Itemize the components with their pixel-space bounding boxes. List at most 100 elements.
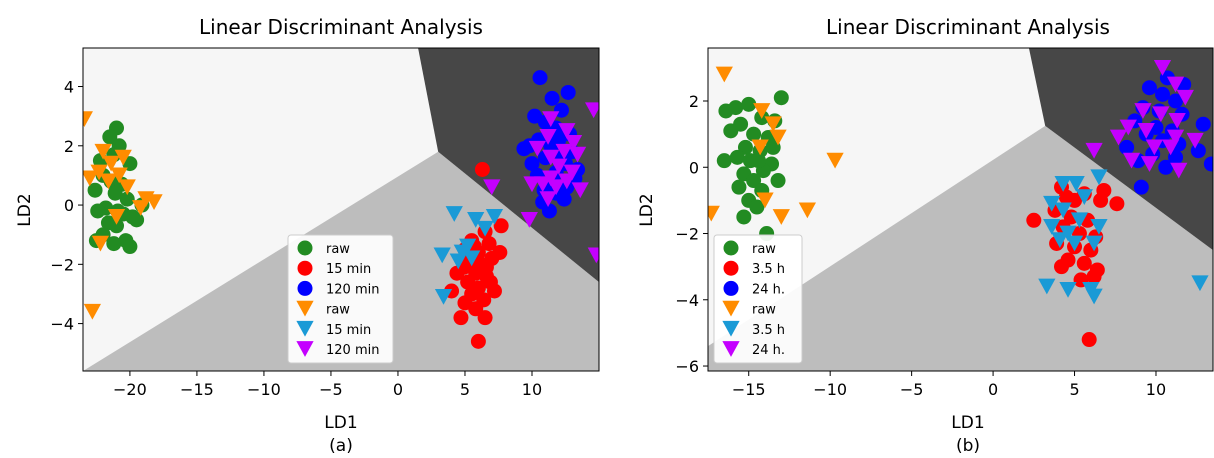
x-tick-label: 0 — [988, 380, 998, 399]
data-point-triangle — [753, 103, 771, 119]
data-point-circle — [481, 236, 497, 252]
data-point-circle — [723, 123, 739, 139]
data-point-circle — [119, 191, 135, 207]
legend-marker — [723, 260, 739, 276]
plot-area — [707, 47, 1214, 372]
legend-label: raw — [752, 242, 776, 257]
legend-label: 15 min — [326, 323, 371, 338]
data-point-triangle — [145, 194, 163, 210]
y-axis-label: LD2 — [15, 193, 35, 226]
data-point-triangle — [107, 209, 126, 225]
data-point-triangle — [83, 303, 102, 320]
data-point-triangle — [467, 211, 485, 228]
data-point-triangle — [1054, 175, 1072, 192]
data-point-circle — [1155, 86, 1170, 102]
data-point-triangle — [528, 140, 546, 157]
legend-label: 15 min — [326, 262, 371, 277]
legend-box — [287, 234, 394, 364]
decision-region — [418, 48, 599, 283]
data-point-triangle — [1054, 202, 1072, 219]
data-point-circle — [560, 84, 576, 100]
data-point-triangle — [1090, 169, 1108, 186]
legend-marker — [722, 300, 740, 317]
data-point-circle — [716, 153, 732, 169]
legend-label: 24 h. — [752, 343, 785, 358]
data-point-circle — [556, 191, 572, 207]
data-point-triangle — [585, 102, 599, 119]
legend-label: 3.5 h — [752, 262, 785, 277]
data-point-triangle — [1119, 119, 1137, 136]
data-point-circle — [109, 218, 125, 234]
y-tick-label: 0 — [64, 196, 74, 215]
data-point-circle — [1086, 269, 1102, 285]
data-point-triangle — [1085, 142, 1103, 159]
data-point-circle — [468, 301, 484, 317]
data-point-triangle — [1109, 129, 1128, 146]
panel-caption: (a) — [329, 436, 353, 456]
data-point-circle — [1054, 259, 1069, 275]
legend-marker — [296, 341, 314, 357]
data-point-triangle — [751, 139, 769, 156]
panel-caption: (b) — [956, 436, 980, 456]
chart-title: Linear Discriminant Analysis — [199, 15, 483, 39]
x-tick-label: −15 — [180, 380, 214, 399]
data-point-circle — [728, 100, 744, 116]
data-point-triangle — [1065, 235, 1084, 252]
data-point-triangle — [433, 247, 451, 264]
data-point-circle — [731, 179, 747, 195]
data-point-triangle — [483, 179, 501, 196]
data-point-triangle — [1090, 219, 1108, 235]
x-tick-label: 0 — [393, 380, 403, 399]
data-point-triangle — [1067, 175, 1085, 192]
data-point-triangle — [563, 164, 581, 181]
data-point-triangle — [564, 134, 583, 151]
y-axis-label: LD2 — [637, 193, 657, 226]
data-point-circle — [1168, 149, 1184, 165]
data-point-triangle — [542, 111, 560, 127]
data-point-triangle — [1176, 89, 1194, 106]
data-point-circle — [746, 173, 762, 189]
x-tick-label: −15 — [732, 380, 766, 399]
legend-marker — [722, 320, 740, 337]
legend-label: raw — [752, 303, 776, 318]
data-point-triangle — [1168, 113, 1186, 129]
data-point-circle — [737, 139, 753, 155]
data-point-circle — [1109, 196, 1125, 212]
data-point-circle — [541, 203, 557, 219]
legend-label: 24 h. — [752, 282, 785, 297]
data-point-triangle — [83, 111, 93, 127]
data-point-triangle — [94, 143, 112, 160]
data-point-triangle — [764, 116, 782, 133]
data-point-circle — [773, 90, 789, 106]
data-point-circle — [486, 283, 502, 299]
plot-frame — [707, 47, 1214, 372]
legend-marker — [296, 320, 314, 337]
data-point-triangle — [1166, 76, 1185, 93]
data-point-circle — [129, 212, 145, 228]
data-point-triangle — [571, 182, 589, 199]
data-point-triangle — [445, 206, 463, 222]
legend-marker — [723, 280, 739, 296]
data-point-triangle — [1145, 139, 1163, 156]
y-tick-label: 2 — [689, 92, 699, 111]
plot-frame — [82, 47, 600, 372]
data-point-triangle — [1140, 156, 1159, 172]
data-point-triangle — [708, 205, 720, 222]
data-point-triangle — [1186, 132, 1204, 149]
y-tick-label: 0 — [689, 158, 699, 177]
data-point-triangle — [798, 202, 816, 219]
data-point-triangle — [91, 235, 110, 252]
data-point-circle — [107, 185, 123, 201]
legend-marker — [723, 240, 739, 256]
data-point-circle — [746, 126, 762, 142]
data-point-triangle — [550, 158, 568, 175]
data-point-circle — [1141, 80, 1157, 96]
data-point-circle — [87, 182, 103, 198]
x-tick-label: −20 — [113, 380, 147, 399]
chart-panel-b: Linear Discriminant Analysis −15 −10 −5 0 5 1… — [637, 15, 1214, 456]
legend-marker — [297, 260, 313, 276]
data-point-circle — [1133, 179, 1149, 195]
x-tick-label: −5 — [900, 380, 924, 399]
data-point-triangle — [114, 149, 132, 166]
